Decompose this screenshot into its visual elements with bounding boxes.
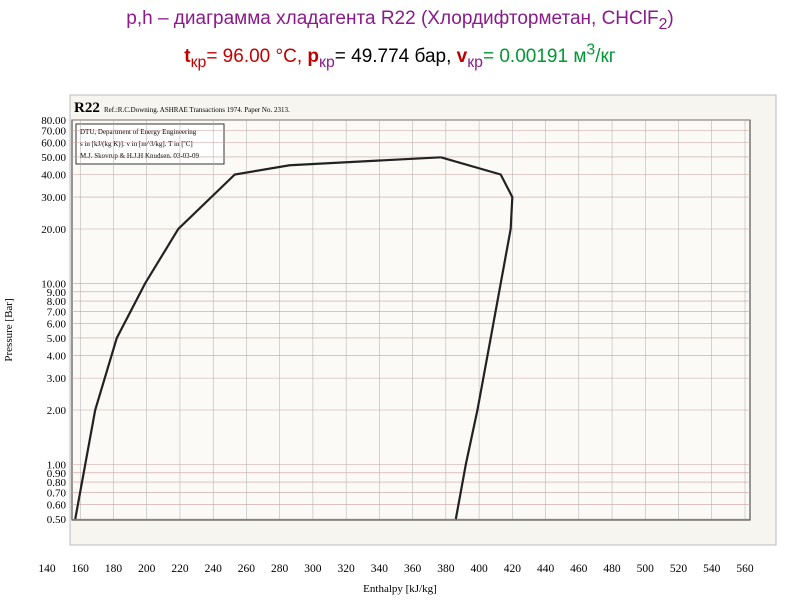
x-tick-label: 180 <box>105 563 123 575</box>
title-sub: 2 <box>658 15 668 33</box>
y-tick-label: 2.00 <box>47 405 67 417</box>
x-tick-label: 420 <box>504 563 522 575</box>
title-text: p,h – диаграмма хладагента R22 (Хлордифт… <box>126 8 659 29</box>
x-tick-label: 520 <box>670 563 688 575</box>
y-tick-label: 0.90 <box>47 468 67 480</box>
saturation-curve <box>74 156 441 520</box>
y-tick-label: 4.00 <box>47 351 67 363</box>
x-tick-label: 360 <box>404 563 422 575</box>
y-tick-label: 20.00 <box>41 224 66 236</box>
x-tick-label: 440 <box>537 563 555 575</box>
saturation-curve <box>440 156 514 520</box>
y-axis-label: Pressure [Bar] <box>3 298 15 361</box>
x-tick-label: 380 <box>437 563 455 575</box>
y-tick-label: 40.00 <box>41 169 66 181</box>
y-tick-label: 50.00 <box>41 152 66 164</box>
reference: Ref.:R.C.Downing. ASHRAE Transactions 19… <box>104 106 290 114</box>
critical-params: tкр= 96.00 °С, pкр= 49.774 бар, vкр= 0.0… <box>0 42 800 72</box>
title: p,h – диаграмма хладагента R22 (Хлордифт… <box>0 8 800 34</box>
unit: /кг <box>595 46 616 68</box>
y-tick-label: 9.00 <box>47 287 67 299</box>
x-tick-label: 240 <box>205 563 223 575</box>
y-tick-label: 70.00 <box>41 125 66 137</box>
value: = 96.00 °С, <box>206 46 303 68</box>
sup: 3 <box>586 42 596 59</box>
plot-area <box>71 119 751 521</box>
value: = 0.00191 м <box>482 46 587 68</box>
y-tick-label: 8.00 <box>47 296 67 308</box>
y-tick-label: 5.00 <box>47 333 67 345</box>
x-tick-label: 540 <box>703 563 721 575</box>
x-axis-label: Enthalpy [kJ/kg] <box>363 583 437 595</box>
title-end: ) <box>667 8 674 29</box>
y-tick-label: 0.60 <box>47 500 67 512</box>
y-tick-label: 6.00 <box>47 319 67 331</box>
x-tick-label: 560 <box>736 563 754 575</box>
symbol: t <box>184 46 191 68</box>
symbol: p <box>307 46 320 68</box>
symbol: v <box>456 46 468 68</box>
y-tick-label: 60.00 <box>41 138 66 150</box>
y-tick-label: 7.00 <box>47 307 67 319</box>
sub: кр <box>467 54 483 72</box>
x-tick-label: 400 <box>470 563 488 575</box>
x-tick-label: 480 <box>603 563 621 575</box>
info: M.J. Skovrup & H.J.H Knudsen. 03-03-09 <box>80 152 200 160</box>
y-tick-label: 10.00 <box>41 278 66 290</box>
sub: кр <box>319 54 335 72</box>
y-tick-label: 30.00 <box>41 192 66 204</box>
x-tick-label: 500 <box>637 563 655 575</box>
info: DTU, Department of Energy Engineering <box>80 128 197 136</box>
x-tick-label: 280 <box>271 563 289 575</box>
x-tick-label: 260 <box>238 563 256 575</box>
x-tick-label: 160 <box>72 563 90 575</box>
x-tick-label: 320 <box>338 563 356 575</box>
y-tick-label: 3.00 <box>47 373 67 385</box>
x-tick-label: 300 <box>304 563 322 575</box>
x-tick-label: 220 <box>171 563 189 575</box>
y-tick-label: 0.80 <box>47 477 67 489</box>
y-tick-label: 1.00 <box>47 460 67 472</box>
x-tick-label: 460 <box>570 563 588 575</box>
x-tick-label: 140 <box>38 563 56 575</box>
x-tick-label: 200 <box>138 563 156 575</box>
value: = 49.774 бар, <box>334 46 452 68</box>
x-tick-label: 340 <box>371 563 389 575</box>
sub: кр <box>190 54 207 72</box>
chart-label: R22 <box>74 100 100 116</box>
y-tick-label: 0.70 <box>47 488 67 500</box>
y-tick-label: 0.50 <box>47 514 67 526</box>
y-tick-label: 80.00 <box>41 115 66 127</box>
info: s in [kJ/(kg K)]. v in [m^3/kg]. T in [º… <box>80 140 193 148</box>
